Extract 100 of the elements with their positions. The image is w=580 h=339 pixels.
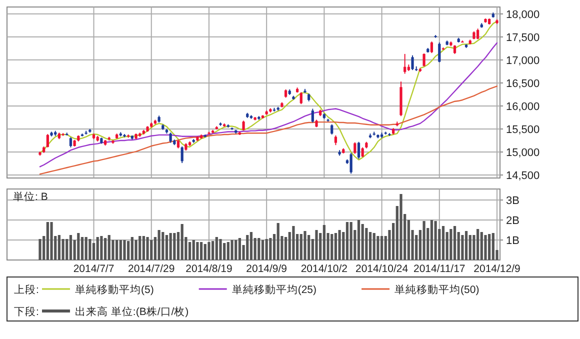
bar	[200, 242, 203, 260]
bar	[169, 233, 172, 260]
bar	[146, 237, 149, 260]
bar	[346, 222, 349, 260]
legend-label: 単純移動平均(5)	[75, 284, 154, 296]
legend-label: 出来高 単位:(B株/口/枚)	[75, 305, 189, 318]
bar	[250, 232, 253, 260]
bar	[116, 240, 118, 260]
legend-label: 単純移動平均(25)	[232, 284, 317, 296]
bar	[368, 232, 372, 260]
x-tick-label: 2014/10/24	[356, 263, 408, 275]
bar	[230, 240, 234, 260]
candlestick	[438, 42, 441, 63]
bar	[292, 226, 295, 260]
bar	[376, 236, 380, 260]
candlestick	[311, 108, 314, 124]
bar	[142, 236, 145, 260]
bar	[66, 239, 68, 260]
bar	[258, 238, 260, 260]
bar	[226, 242, 230, 260]
bar	[134, 240, 138, 260]
bar	[180, 224, 184, 260]
bar	[480, 232, 483, 260]
candlestick	[357, 141, 360, 160]
bar	[215, 237, 218, 260]
bar	[453, 226, 456, 260]
bar	[158, 230, 160, 260]
bar	[308, 235, 310, 260]
bar	[88, 239, 92, 260]
y-tick-label: 14,500	[506, 170, 540, 182]
bar	[77, 233, 80, 260]
candlestick	[69, 136, 72, 148]
bar	[380, 236, 384, 260]
bar	[127, 241, 130, 260]
bar	[80, 237, 84, 260]
bar	[261, 240, 264, 260]
bar	[69, 235, 72, 260]
candlestick	[330, 124, 334, 135]
bar	[138, 236, 142, 260]
line-series	[39, 42, 498, 168]
bar	[208, 242, 210, 260]
bar	[334, 233, 338, 260]
bar	[365, 228, 368, 260]
bar	[265, 239, 268, 260]
candlestick	[361, 146, 364, 158]
x-tick-label: 2014/7/7	[73, 263, 114, 275]
candlestick	[46, 134, 49, 148]
bar	[361, 224, 364, 260]
bar	[400, 194, 402, 260]
bar	[223, 243, 226, 260]
bar	[130, 237, 134, 260]
y-tick-label: 2B	[506, 215, 520, 227]
bar	[46, 222, 49, 260]
bar	[246, 235, 249, 260]
bar	[434, 221, 437, 260]
y-tick-label: 15,000	[506, 146, 540, 159]
bar	[58, 235, 61, 260]
y-tick-label: 16,000	[506, 100, 540, 113]
bar	[430, 220, 434, 260]
bar	[96, 237, 99, 260]
candlestick	[169, 132, 172, 144]
bar	[476, 229, 480, 260]
candlestick	[430, 41, 434, 54]
bar	[269, 238, 272, 260]
bar	[50, 222, 53, 260]
candlestick	[350, 152, 352, 174]
bar	[464, 231, 468, 260]
candlestick	[300, 92, 302, 105]
bar	[100, 236, 103, 260]
legend-title: 下段:	[14, 306, 39, 318]
bar	[322, 225, 326, 260]
bar	[357, 220, 360, 260]
x-tick-label: 2014/9/9	[246, 263, 288, 275]
bar	[300, 234, 302, 260]
y-tick-label: 1B	[506, 235, 520, 247]
bar	[450, 229, 452, 260]
bar	[192, 240, 195, 260]
bar	[162, 232, 164, 260]
y-tick-label: 3B	[506, 195, 520, 207]
bar	[442, 226, 445, 260]
bar	[315, 230, 318, 260]
legend-title: 上段:	[14, 283, 39, 296]
x-tick-label: 2014/8/19	[186, 263, 232, 275]
bar	[461, 235, 464, 260]
bar	[38, 239, 42, 260]
bar	[204, 244, 206, 260]
bar	[173, 233, 176, 260]
candlestick	[411, 54, 414, 71]
bar	[372, 233, 376, 260]
y-tick-label: 16,500	[506, 78, 540, 90]
bar	[330, 234, 334, 260]
annotation: 単位: B	[13, 191, 48, 203]
bar	[104, 238, 107, 260]
candlestick	[422, 52, 426, 67]
bar	[62, 239, 64, 260]
bar	[84, 237, 88, 260]
candlestick	[242, 120, 245, 131]
line-series	[39, 86, 498, 175]
y-tick-label: 18,000	[506, 8, 540, 21]
bar	[304, 231, 306, 260]
